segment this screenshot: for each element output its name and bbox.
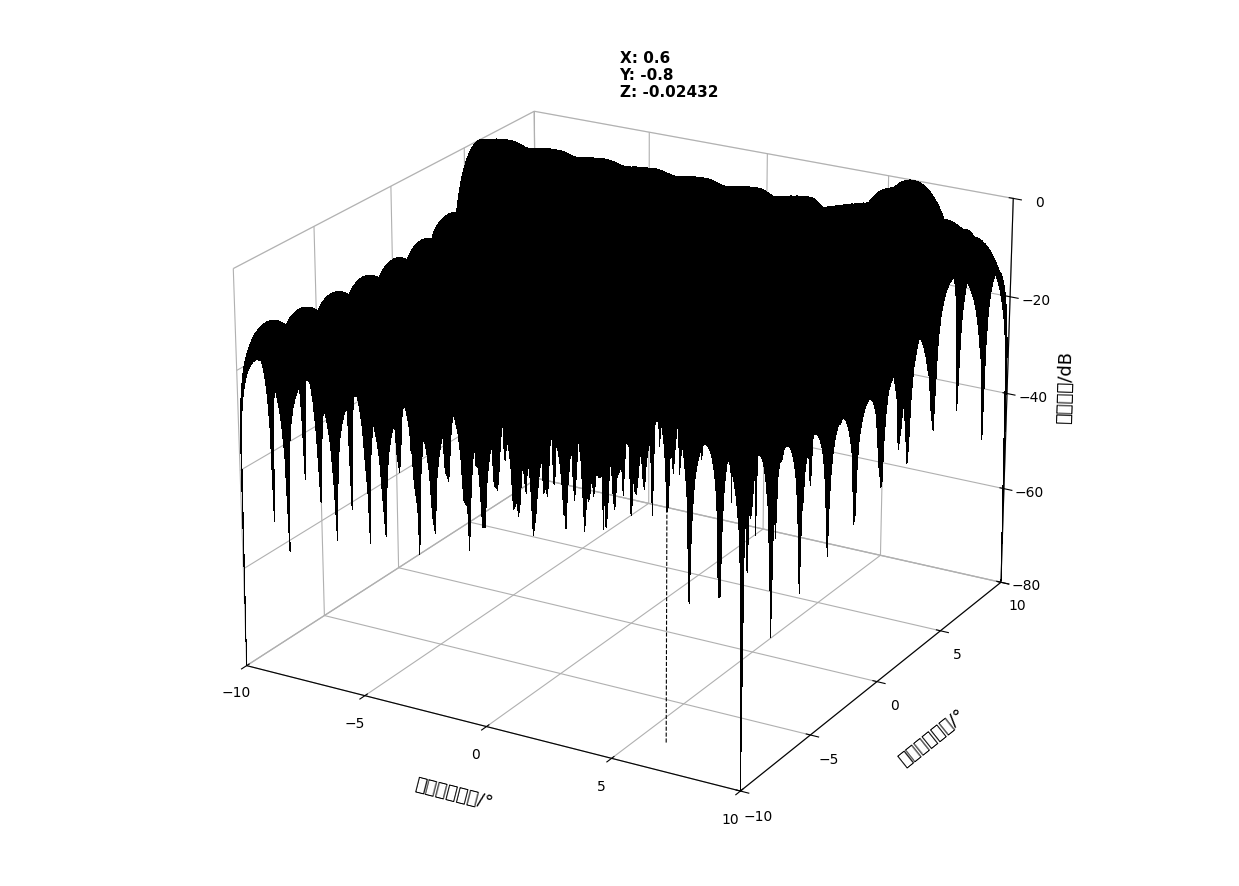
X-axis label: 直达波方向角/°: 直达波方向角/° <box>413 775 494 812</box>
Text: X: 0.6
Y: -0.8
Z: -0.02432: X: 0.6 Y: -0.8 Z: -0.02432 <box>706 400 805 449</box>
Y-axis label: 多径波方向角/°: 多径波方向角/° <box>895 705 969 769</box>
Text: X: 0.6
Y: -0.8
Z: -0.02432: X: 0.6 Y: -0.8 Z: -0.02432 <box>620 51 717 100</box>
